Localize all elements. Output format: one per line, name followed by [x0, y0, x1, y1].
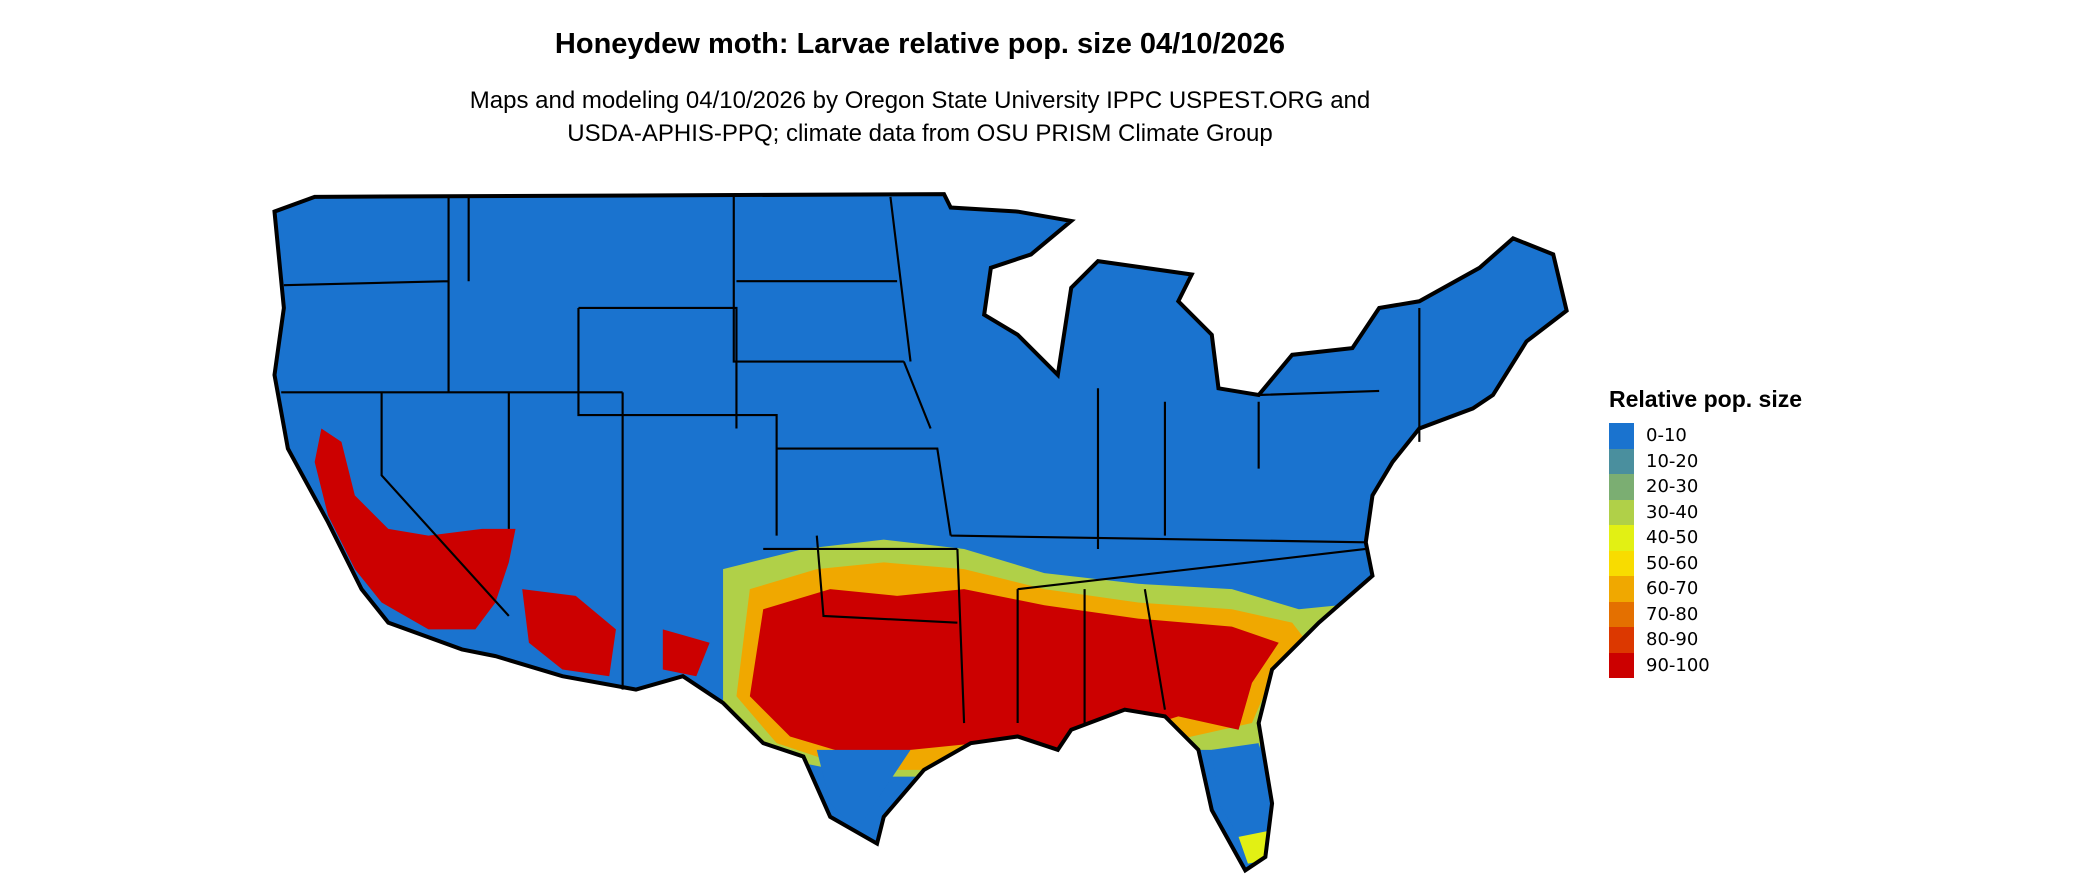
- region-south-tx: [816, 749, 911, 831]
- legend-swatch: [1609, 576, 1634, 602]
- legend-label: 70-80: [1646, 603, 1699, 625]
- legend-item: 70-80: [1609, 601, 1802, 627]
- map-title: Honeydew moth: Larvae relative pop. size…: [554, 28, 1286, 60]
- legend-swatch: [1609, 474, 1634, 500]
- legend-label: 80-90: [1646, 629, 1699, 651]
- legend-item: 40-50: [1609, 525, 1802, 551]
- legend-item: 30-40: [1609, 499, 1802, 525]
- legend-swatch: [1609, 423, 1634, 449]
- legend-swatch: [1609, 601, 1634, 627]
- legend-label: 90-100: [1646, 654, 1710, 676]
- legend-item: 60-70: [1609, 576, 1802, 602]
- state-borders: [281, 196, 1421, 724]
- region-nm-hot: [662, 629, 710, 677]
- legend-label: 10-20: [1646, 450, 1699, 472]
- subtitle-line-1: Maps and modeling 04/10/2026 by Oregon S…: [469, 87, 1371, 114]
- legend-label: 30-40: [1646, 501, 1699, 523]
- legend-label: 0-10: [1646, 425, 1687, 447]
- region-ca-hot: [314, 428, 516, 630]
- legend-swatch: [1609, 525, 1634, 551]
- legend-item: 0-10: [1609, 423, 1802, 449]
- legend-swatch: [1609, 652, 1634, 678]
- legend-label: 50-60: [1646, 552, 1699, 574]
- subtitle-line-2: USDA-APHIS-PPQ; climate data from OSU PR…: [567, 120, 1273, 147]
- legend-item: 90-100: [1609, 652, 1802, 678]
- legend-swatch: [1609, 499, 1634, 525]
- legend-swatch: [1609, 448, 1634, 474]
- legend-item: 10-20: [1609, 448, 1802, 474]
- legend-item: 80-90: [1609, 627, 1802, 653]
- legend-item: 20-30: [1609, 474, 1802, 500]
- legend-swatch: [1609, 627, 1634, 653]
- region-az-hot: [522, 589, 616, 677]
- legend-title: Relative pop. size: [1609, 386, 1803, 412]
- legend: Relative pop. size 0-10 10-20 20-30 30-40 40…: [1609, 386, 1802, 678]
- legend-label: 20-30: [1646, 476, 1699, 498]
- legend-swatch: [1609, 550, 1634, 576]
- map-subtitle: Maps and modeling 04/10/2026 by Oregon S…: [0, 84, 1840, 150]
- legend-label: 40-50: [1646, 527, 1699, 549]
- legend-item: 50-60: [1609, 550, 1802, 576]
- legend-label: 60-70: [1646, 578, 1699, 600]
- region-fl-peninsula: [1211, 743, 1273, 857]
